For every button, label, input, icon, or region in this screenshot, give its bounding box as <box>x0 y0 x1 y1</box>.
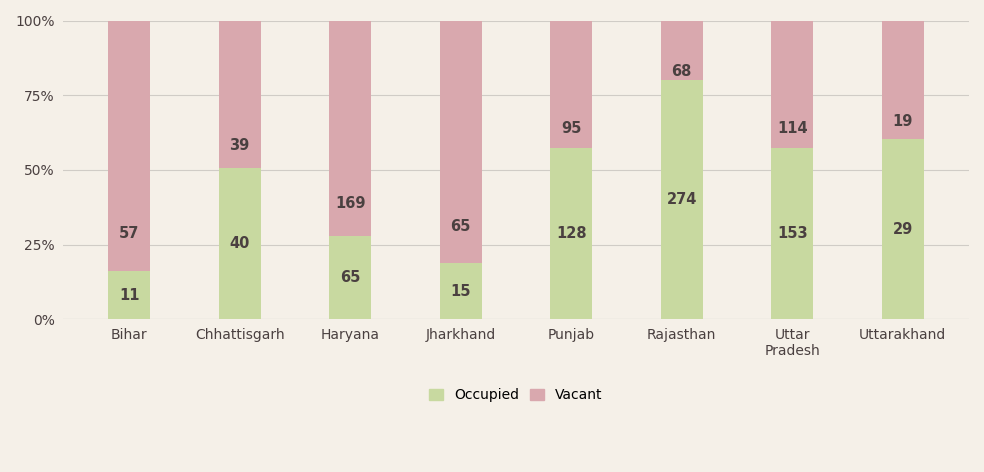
Text: 19: 19 <box>892 114 913 128</box>
Bar <box>440 20 481 263</box>
Text: 65: 65 <box>339 270 360 285</box>
Text: 40: 40 <box>229 236 250 251</box>
Bar <box>550 148 592 320</box>
Text: 15: 15 <box>451 284 471 299</box>
Text: 128: 128 <box>556 226 586 241</box>
Text: 153: 153 <box>777 226 808 241</box>
Bar <box>108 271 151 320</box>
Text: 39: 39 <box>229 138 250 153</box>
Bar <box>218 168 261 320</box>
Text: 57: 57 <box>119 226 140 241</box>
Bar <box>771 148 813 320</box>
Text: 29: 29 <box>892 221 913 236</box>
Bar <box>550 20 592 148</box>
Text: 11: 11 <box>119 287 140 303</box>
Bar <box>440 263 481 320</box>
Legend: Occupied, Vacant: Occupied, Vacant <box>423 383 608 408</box>
Bar <box>108 20 151 271</box>
Bar <box>218 20 261 168</box>
Bar <box>330 236 371 320</box>
Bar <box>882 139 924 320</box>
Text: 95: 95 <box>561 121 582 136</box>
Text: 169: 169 <box>335 196 365 211</box>
Text: 274: 274 <box>666 192 697 207</box>
Bar <box>660 80 703 320</box>
Bar <box>771 20 813 148</box>
Bar <box>330 20 371 236</box>
Text: 68: 68 <box>671 64 692 78</box>
Text: 114: 114 <box>777 121 808 136</box>
Bar <box>882 20 924 139</box>
Bar <box>660 20 703 80</box>
Text: 65: 65 <box>451 219 471 235</box>
